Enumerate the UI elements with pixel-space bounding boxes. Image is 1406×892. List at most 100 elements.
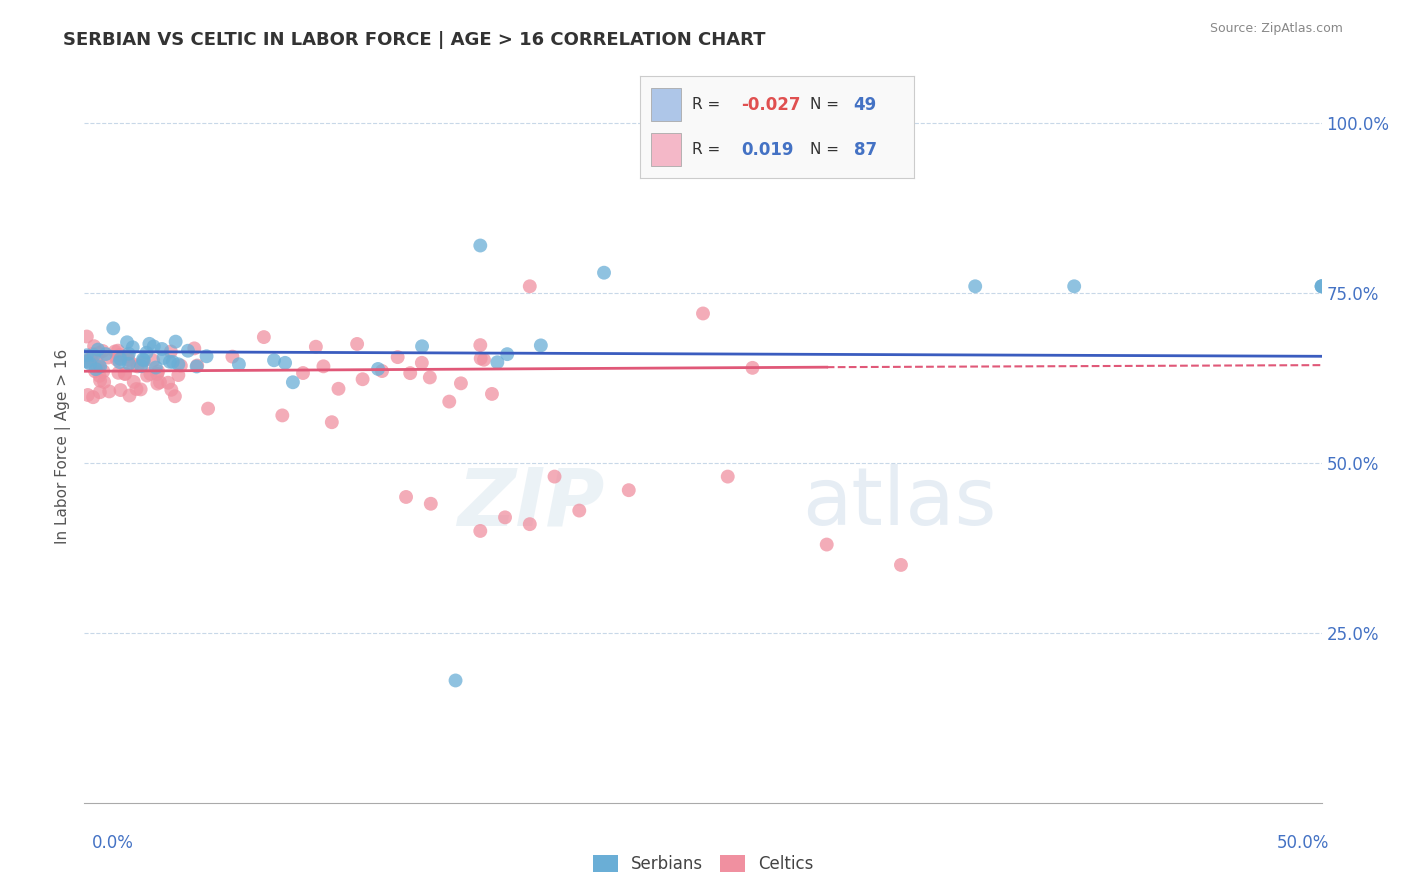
Point — [1310, 279, 1333, 293]
Point — [76, 355, 98, 369]
Point — [87, 346, 110, 360]
Point — [263, 353, 285, 368]
Point — [150, 342, 173, 356]
Point — [82, 390, 104, 404]
Point — [83, 348, 105, 362]
Point — [1063, 279, 1085, 293]
Point — [346, 337, 368, 351]
Point — [91, 344, 114, 359]
Point — [159, 355, 181, 369]
Text: N =: N = — [810, 97, 839, 112]
Point — [387, 350, 409, 364]
Point — [152, 351, 174, 365]
Point — [328, 382, 350, 396]
Point — [110, 383, 132, 397]
Point — [160, 344, 183, 359]
Point — [142, 339, 165, 353]
Point — [470, 238, 492, 252]
Point — [367, 362, 389, 376]
Text: 49: 49 — [853, 95, 877, 113]
Point — [104, 344, 127, 359]
Point — [395, 490, 418, 504]
Point — [79, 351, 101, 366]
Point — [82, 347, 104, 361]
Point — [1310, 279, 1333, 293]
Point — [118, 357, 141, 371]
Point — [146, 367, 169, 381]
Point — [593, 266, 616, 280]
Point — [145, 360, 167, 375]
Point — [163, 389, 186, 403]
Point — [186, 359, 208, 374]
Point — [197, 401, 219, 416]
Point — [105, 352, 128, 367]
Point — [692, 306, 714, 320]
Text: 0.0%: 0.0% — [91, 834, 134, 852]
Point — [93, 364, 115, 378]
Point — [519, 517, 541, 532]
Point — [165, 334, 187, 349]
Point — [321, 415, 343, 429]
Point — [139, 367, 162, 381]
Point — [494, 510, 516, 524]
Point — [131, 355, 153, 369]
Point — [114, 367, 136, 381]
Point — [450, 376, 472, 391]
Point — [122, 358, 145, 372]
Point — [108, 348, 131, 362]
Point — [148, 364, 170, 378]
Point — [167, 368, 190, 382]
Point — [118, 388, 141, 402]
Text: R =: R = — [692, 97, 720, 112]
Point — [292, 366, 315, 380]
Point — [444, 673, 467, 688]
Point — [94, 347, 117, 361]
Point — [107, 366, 129, 380]
Point — [127, 359, 149, 374]
Point — [221, 350, 243, 364]
Point — [118, 347, 141, 361]
Point — [470, 351, 492, 366]
Point — [439, 394, 461, 409]
Point — [87, 343, 110, 357]
Point — [160, 383, 183, 397]
FancyBboxPatch shape — [651, 133, 681, 166]
Point — [93, 375, 115, 389]
Point — [76, 329, 98, 343]
Point — [76, 388, 98, 402]
Point — [228, 357, 250, 371]
Point — [419, 370, 441, 384]
Point — [83, 339, 105, 353]
Point — [79, 357, 101, 371]
Point — [89, 374, 111, 388]
Point — [253, 330, 276, 344]
Point — [136, 368, 159, 383]
Point — [481, 387, 503, 401]
Point — [121, 340, 143, 354]
Point — [135, 345, 157, 359]
Point — [107, 343, 129, 358]
Text: 87: 87 — [853, 141, 877, 159]
Point — [186, 359, 208, 373]
Text: N =: N = — [810, 142, 839, 157]
Text: -0.027: -0.027 — [741, 95, 800, 113]
Point — [162, 355, 184, 369]
Point — [132, 352, 155, 367]
Point — [170, 359, 193, 373]
Point — [195, 349, 218, 363]
Point — [132, 353, 155, 368]
Point — [496, 347, 519, 361]
Point — [271, 409, 294, 423]
Point — [411, 339, 433, 353]
Point — [741, 136, 763, 151]
Point — [125, 382, 148, 396]
Point — [114, 367, 136, 381]
Point — [117, 353, 139, 368]
Legend: Serbians, Celtics: Serbians, Celtics — [586, 848, 820, 880]
Point — [411, 356, 433, 370]
FancyBboxPatch shape — [651, 88, 681, 121]
Point — [543, 469, 565, 483]
Text: R =: R = — [692, 142, 720, 157]
Point — [84, 364, 107, 378]
Point — [352, 372, 374, 386]
